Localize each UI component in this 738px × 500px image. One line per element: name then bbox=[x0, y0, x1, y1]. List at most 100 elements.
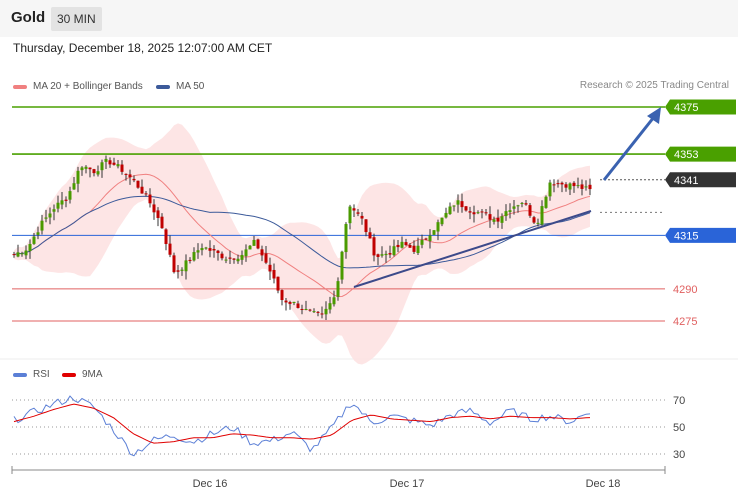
candle-body bbox=[377, 254, 380, 257]
candle-body bbox=[77, 171, 80, 184]
candle-body bbox=[225, 260, 228, 261]
candle-body bbox=[221, 254, 224, 259]
candle-body bbox=[33, 237, 36, 244]
candle-body bbox=[401, 242, 404, 248]
candle-body bbox=[569, 183, 572, 189]
candle-body bbox=[21, 253, 24, 254]
candle-body bbox=[297, 304, 300, 308]
candle-body bbox=[553, 184, 556, 185]
candle-body bbox=[577, 185, 580, 186]
candle-body bbox=[477, 212, 480, 213]
candle-body bbox=[261, 249, 264, 255]
level-label-4290: 4290 bbox=[673, 284, 697, 296]
candle-body bbox=[541, 206, 544, 224]
candle-body bbox=[53, 209, 56, 212]
candle-body bbox=[437, 222, 440, 231]
candle-body bbox=[585, 186, 588, 187]
candle-body bbox=[265, 253, 268, 262]
level-label-4353: 4353 bbox=[674, 149, 698, 161]
forecast-arrow bbox=[604, 117, 654, 180]
candle-body bbox=[433, 230, 436, 235]
candle-body bbox=[441, 218, 444, 224]
candle-body bbox=[485, 212, 488, 213]
candle-body bbox=[189, 260, 192, 261]
candle-body bbox=[525, 203, 528, 204]
candle-body bbox=[213, 249, 216, 250]
candle-body bbox=[497, 218, 500, 222]
candle-body bbox=[561, 183, 564, 185]
candle-body bbox=[589, 185, 592, 189]
candle-body bbox=[417, 246, 420, 253]
candle-body bbox=[321, 313, 324, 314]
candle-body bbox=[529, 205, 532, 216]
candle-body bbox=[501, 216, 504, 223]
candle-body bbox=[145, 193, 148, 194]
candle-body bbox=[317, 312, 320, 313]
candle-body bbox=[81, 167, 84, 170]
candle-body bbox=[337, 281, 340, 297]
candle-body bbox=[533, 217, 536, 222]
x-tick-2: Dec 18 bbox=[586, 478, 621, 490]
candle-body bbox=[341, 252, 344, 280]
candle-body bbox=[393, 246, 396, 255]
candle-body bbox=[281, 290, 284, 300]
candle-body bbox=[421, 240, 424, 245]
candle-body bbox=[313, 311, 316, 312]
candle-body bbox=[45, 217, 48, 218]
bollinger-band bbox=[14, 123, 590, 364]
candle-body bbox=[493, 219, 496, 221]
candle-body bbox=[233, 259, 236, 260]
candle-body bbox=[345, 224, 348, 252]
candle-body bbox=[445, 213, 448, 217]
candle-body bbox=[429, 235, 432, 241]
candle-body bbox=[329, 303, 332, 309]
candle-body bbox=[57, 203, 60, 209]
candle-body bbox=[157, 210, 160, 218]
candle-body bbox=[325, 309, 328, 314]
x-tick-0: Dec 16 bbox=[193, 478, 228, 490]
candle-body bbox=[453, 206, 456, 207]
candle-body bbox=[121, 165, 124, 172]
candle-body bbox=[73, 183, 76, 189]
candle-body bbox=[181, 270, 184, 271]
candle-body bbox=[461, 201, 464, 207]
candle-body bbox=[469, 211, 472, 212]
candle-body bbox=[85, 167, 88, 169]
candle-body bbox=[153, 204, 156, 212]
candle-body bbox=[333, 297, 336, 304]
candle-body bbox=[109, 160, 112, 164]
candle-body bbox=[237, 259, 240, 261]
candle-body bbox=[557, 183, 560, 184]
level-label-4275: 4275 bbox=[673, 316, 697, 328]
candle-body bbox=[277, 277, 280, 291]
candle-body bbox=[61, 200, 64, 204]
candle-body bbox=[545, 197, 548, 208]
candle-body bbox=[405, 242, 408, 245]
rsi-series-rsi bbox=[14, 396, 590, 456]
candle-body bbox=[481, 211, 484, 212]
candle-body bbox=[385, 254, 388, 255]
candle-body bbox=[369, 232, 372, 238]
candle-body bbox=[13, 254, 16, 255]
candle-body bbox=[409, 245, 412, 248]
candle-body bbox=[349, 207, 352, 224]
candle-body bbox=[169, 244, 172, 255]
candle-body bbox=[161, 217, 164, 228]
candle-body bbox=[425, 239, 428, 240]
candle-body bbox=[513, 206, 516, 208]
candle-body bbox=[29, 244, 32, 251]
candle-body bbox=[49, 214, 52, 218]
candle-body bbox=[565, 184, 568, 187]
rsi-tick-70: 70 bbox=[673, 395, 685, 407]
rsi-tick-30: 30 bbox=[673, 449, 685, 461]
candle-body bbox=[269, 265, 272, 272]
candle-body bbox=[89, 168, 92, 170]
candle-body bbox=[505, 211, 508, 216]
level-label-4315: 4315 bbox=[674, 230, 698, 242]
candle-body bbox=[257, 239, 260, 248]
candle-body bbox=[241, 255, 244, 260]
candle-body bbox=[229, 258, 232, 259]
candle-body bbox=[273, 270, 276, 279]
rsi-series-9ma bbox=[14, 404, 590, 443]
